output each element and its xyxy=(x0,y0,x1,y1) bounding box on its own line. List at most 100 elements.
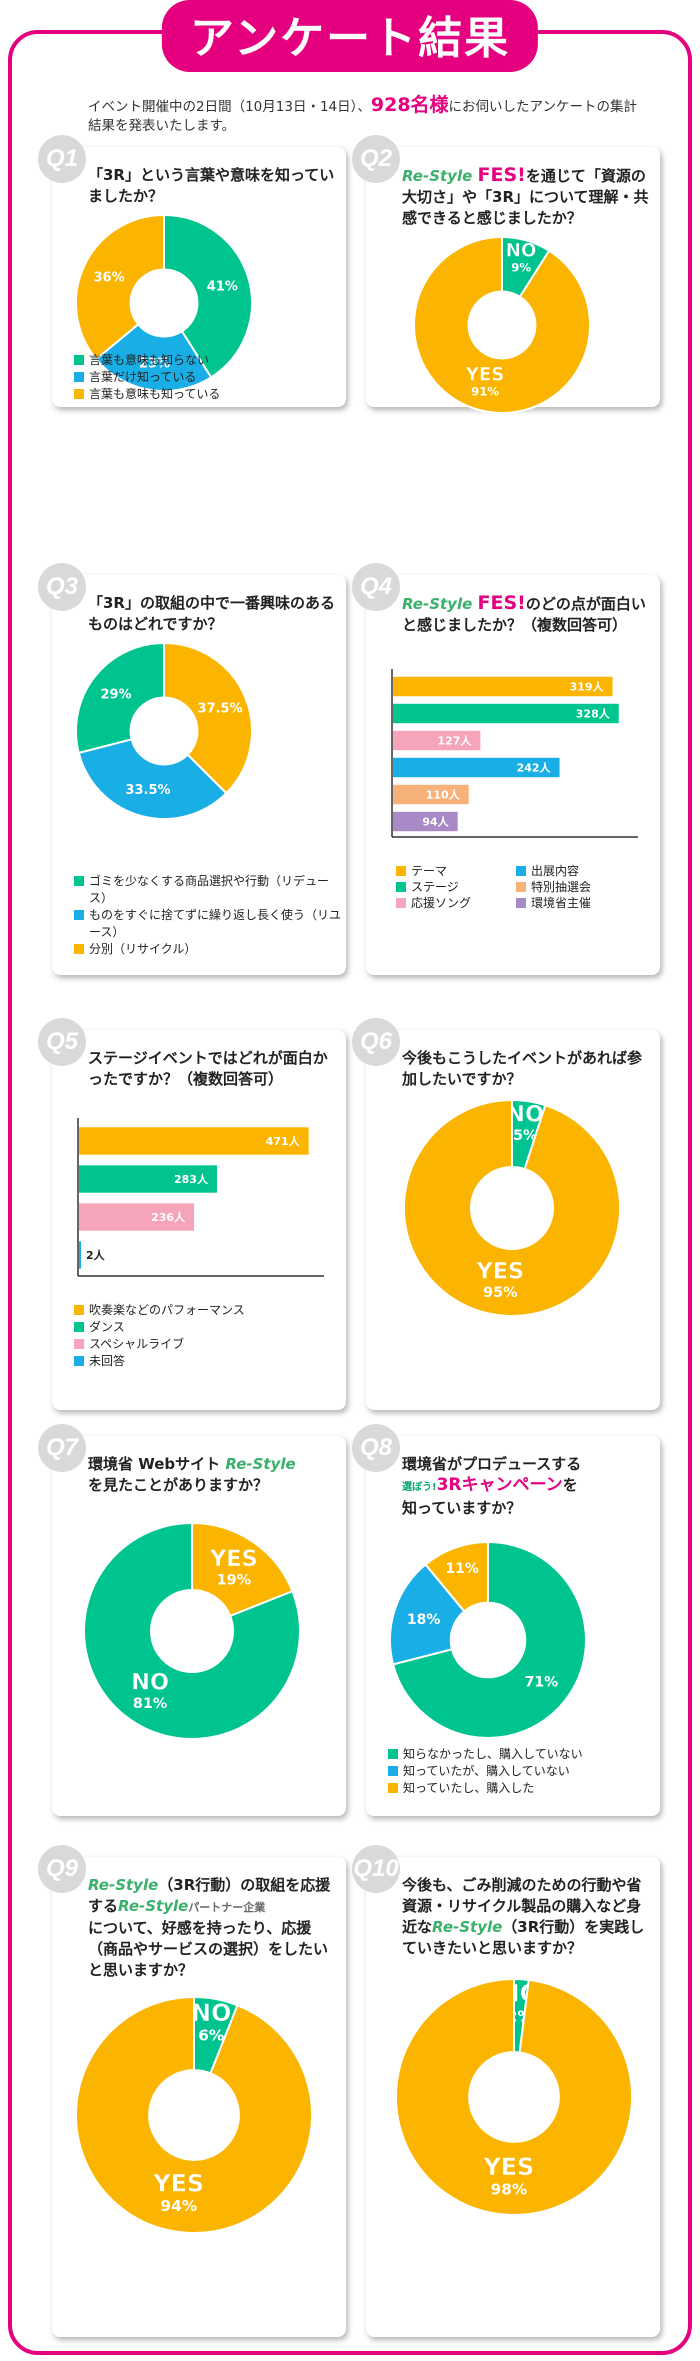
card-q8: Q8 環境省がプロデュースする 選ぼう!3Rキャンペーンを 知っていますか？ 71%… xyxy=(352,1424,660,1816)
question-text: Re-Style FES!のどの点が面白いと感じましたか？（複数回答可） xyxy=(402,592,646,635)
slice-value-label: 36% xyxy=(93,271,124,286)
legend-swatch xyxy=(74,355,84,365)
question-number: Q9 xyxy=(38,1845,86,1893)
card-q5: Q5 ステージイベントではどれが面白かったですか？（複数回答可） 471人 283… xyxy=(38,1018,346,1410)
card-q3: Q3 「3R」の取組の中で一番興味のあるものはどれですか？ 37.5% 33.5%… xyxy=(38,563,346,975)
legend-item: 言葉も意味も知らない xyxy=(74,352,220,369)
legend-item: ものをすぐに捨てずに繰り返し長く使う（リユース） xyxy=(74,907,346,941)
legend-q8: 知らなかったし、購入していない 知っていたが、購入していない 知っていたし、購入… xyxy=(388,1746,583,1797)
slice-value-label: 33.5% xyxy=(125,783,170,798)
slice-value-label: 71% xyxy=(525,1674,559,1690)
slice-value-label: 6% xyxy=(198,2027,224,2045)
bar-スペシャルライブ xyxy=(79,1203,195,1231)
bar-特別抽選会 xyxy=(393,784,469,805)
question-text: 「3R」という言葉や意味を知っていましたか？ xyxy=(88,166,335,205)
legend-label: 分別（リサイクル） xyxy=(89,942,197,956)
question-number: Q10 xyxy=(352,1845,400,1893)
legend-item: 言葉も意味も知っている xyxy=(74,386,220,403)
slice-YES xyxy=(395,1977,633,2216)
legend-item: 知っていたし、購入した xyxy=(388,1780,583,1797)
bar-value-label: 94人 xyxy=(422,815,449,829)
re-style-logo: Re-Style FES! xyxy=(402,592,526,614)
slice-value-label: 81% xyxy=(133,1696,167,1712)
card-q6: Q6 今後もこうしたイベントがあれば参加したいですか？ NO 5% YES 95% xyxy=(352,1018,660,1410)
bar-テーマ xyxy=(393,676,613,697)
question-text: 今後も、ごみ削減のための行動や省資源・リサイクル製品の購入など身近なRe-Sty… xyxy=(402,1876,645,1957)
bar-value-label: 236人 xyxy=(151,1210,186,1224)
legend-item: 吹奏楽などのパフォーマンス xyxy=(74,1302,245,1319)
question-text: Re-Style（3R行動）の取組を応援するRe-Styleパートナー企業 につい… xyxy=(88,1876,331,1979)
legend-item: 言葉だけ知っている xyxy=(74,369,220,386)
bar-出展内容 xyxy=(393,757,560,778)
legend-swatch xyxy=(74,389,84,399)
re-style-logo: Re-Style xyxy=(432,1918,503,1936)
slice-言葉だけ知っている xyxy=(94,322,213,392)
intro-before: イベント開催中の2日間（10月13日・14日）、 xyxy=(88,99,371,115)
card-q7: Q7 環境省 Webサイト Re-Style を見たことがありますか？ YES 19… xyxy=(38,1424,346,1816)
intro-text: イベント開催中の2日間（10月13日・14日）、928名様にお伺いしたアンケート… xyxy=(88,96,648,136)
bar-value-label: 242人 xyxy=(517,761,552,775)
legend-label: 言葉も意味も知らない xyxy=(89,353,210,367)
question-number: Q7 xyxy=(38,1424,86,1472)
slice-value-label: 18% xyxy=(407,1612,441,1628)
slice-value-label: 94% xyxy=(160,2197,197,2215)
legend-q3: ゴミを少なくする商品選択や行動（リデュース） ものをすぐに捨てずに繰り返し長く使… xyxy=(74,873,346,958)
legend-item: 特別抽選会 xyxy=(516,879,636,895)
bar-value-label: 110人 xyxy=(426,788,461,802)
card-q1: Q1 「3R」という言葉や意味を知っていましたか？ 41% 23% 36% 言葉も意… xyxy=(38,135,346,407)
question-text: 「3R」の取組の中で一番興味のあるものはどれですか？ xyxy=(88,594,335,633)
bar-value-label: 471人 xyxy=(266,1134,301,1148)
slice-category-label: YES xyxy=(465,365,505,386)
legend-item: 応援ソング xyxy=(396,895,516,911)
donut-chart-q8: 71% 18% 11% xyxy=(389,1540,587,1739)
slice-YES xyxy=(403,1098,621,1317)
slice-value-label: 5% xyxy=(513,1128,537,1144)
bar-value-label: 127人 xyxy=(437,734,472,748)
legend-swatch xyxy=(74,372,84,382)
legend-item: テーマ xyxy=(396,863,516,879)
bar-応援ソング xyxy=(393,730,481,751)
legend-swatch xyxy=(74,944,84,954)
slice-YES xyxy=(413,235,591,414)
bar-chart-q4: 319人 328人 127人 242人 110人 94人 xyxy=(391,669,638,838)
page-title: アンケート結果 xyxy=(161,0,539,72)
slice-category-label: NO xyxy=(131,1669,169,1695)
legend-q5: 吹奏楽などのパフォーマンス ダンス スペシャルライブ 未回答 xyxy=(74,1302,245,1370)
legend-label: 言葉だけ知っている xyxy=(89,370,197,384)
legend-item: 出展内容 xyxy=(516,863,636,879)
bar-chart-q5: 471人 283人 236人 2人 xyxy=(77,1118,324,1277)
slice-NO xyxy=(83,1521,301,1740)
legend-item: 知らなかったし、購入していない xyxy=(388,1746,583,1763)
slice-value-label: 29% xyxy=(100,687,131,702)
campaign-logo: 選ぼう!3Rキャンペーン xyxy=(402,1475,563,1495)
slice-value-label: 11% xyxy=(445,1561,479,1577)
question-text: 環境省がプロデュースする 選ぼう!3Rキャンペーンを 知っていますか？ xyxy=(402,1455,582,1517)
slice-value-label: 9% xyxy=(511,260,531,274)
question-text: ステージイベントではどれが面白かったですか？（複数回答可） xyxy=(88,1049,328,1088)
donut-chart-q3: 37.5% 33.5% 29% xyxy=(75,641,253,820)
legend-swatch xyxy=(74,876,84,886)
card-q9: Q9 Re-Style（3R行動）の取組を応援するRe-Styleパートナー企業… xyxy=(38,1845,346,2337)
question-number: Q2 xyxy=(352,135,400,183)
slice-value-label: 98% xyxy=(491,2180,528,2198)
re-style-partner-logo: Re-Style xyxy=(118,1897,189,1915)
bar-value-label: 2人 xyxy=(86,1248,106,1262)
slice-category-label: NO xyxy=(506,240,537,261)
legend-item: 未回答 xyxy=(74,1353,245,1370)
re-style-logo: Re-Style FES! xyxy=(402,164,526,186)
slice-value-label: 41% xyxy=(207,280,238,295)
legend-item: 知っていたが、購入していない xyxy=(388,1763,583,1780)
legend-swatch xyxy=(74,910,84,920)
slice-category-label: YES xyxy=(476,1258,525,1284)
legend-item: ゴミを少なくする商品選択や行動（リデュース） xyxy=(74,873,346,907)
re-style-logo: Re-Style xyxy=(225,1455,296,1473)
bar-未回答 xyxy=(79,1241,81,1269)
slice-value-label: 95% xyxy=(483,1285,517,1301)
legend-item: ダンス xyxy=(74,1319,245,1336)
bar-吹奏楽などのパフォーマンス xyxy=(79,1127,309,1155)
